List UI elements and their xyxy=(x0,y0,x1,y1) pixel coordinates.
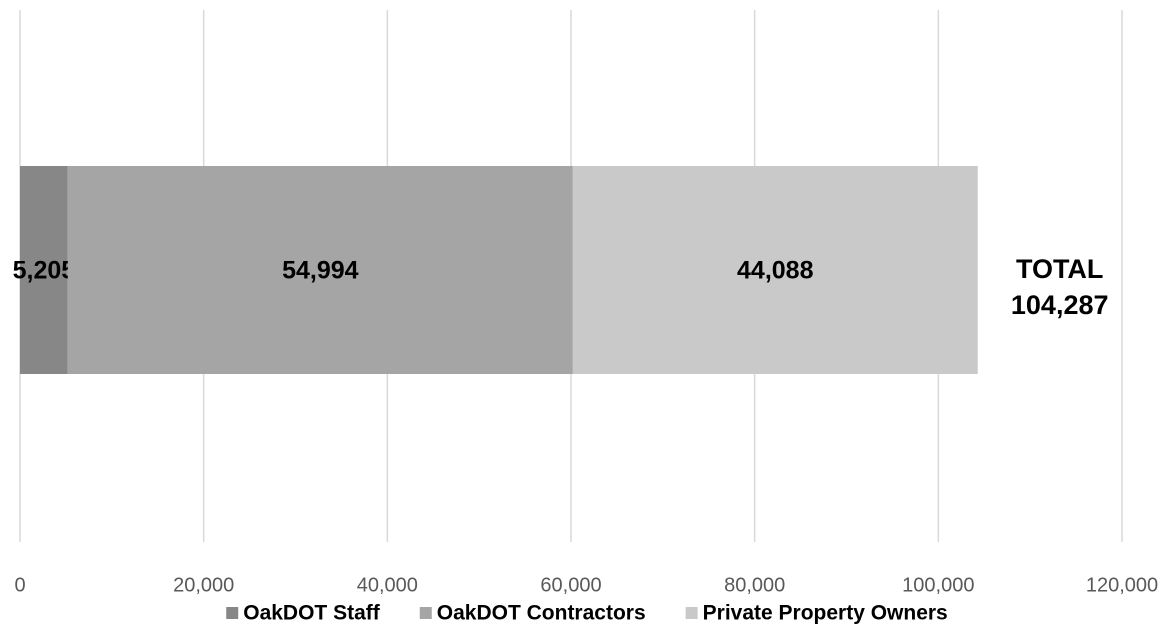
legend-swatch xyxy=(685,607,698,619)
annotation: 104,287 xyxy=(1011,290,1109,320)
data-label: 44,088 xyxy=(737,257,814,285)
legend-label: OakDOT Staff xyxy=(243,602,381,625)
x-tick-label: 80,000 xyxy=(724,574,785,596)
data-label: 5,205 xyxy=(13,257,76,285)
legend-label: Private Property Owners xyxy=(703,602,948,625)
x-tick-label: 100,000 xyxy=(902,574,974,596)
data-label: 54,994 xyxy=(282,257,359,285)
x-tick-label: 20,000 xyxy=(173,574,234,596)
legend-swatch xyxy=(226,607,239,619)
legend-swatch xyxy=(419,607,432,619)
x-tick-label: 120,000 xyxy=(1086,574,1158,596)
x-tick-label: 40,000 xyxy=(357,574,418,596)
x-tick-label: 0 xyxy=(14,574,25,596)
bar-segment xyxy=(572,166,978,374)
bar-segment xyxy=(20,166,68,374)
annotation: TOTAL xyxy=(1016,254,1104,284)
x-tick-label: 60,000 xyxy=(540,574,601,596)
legend-label: OakDOT Contractors xyxy=(437,602,646,625)
bar-segment xyxy=(67,166,573,374)
